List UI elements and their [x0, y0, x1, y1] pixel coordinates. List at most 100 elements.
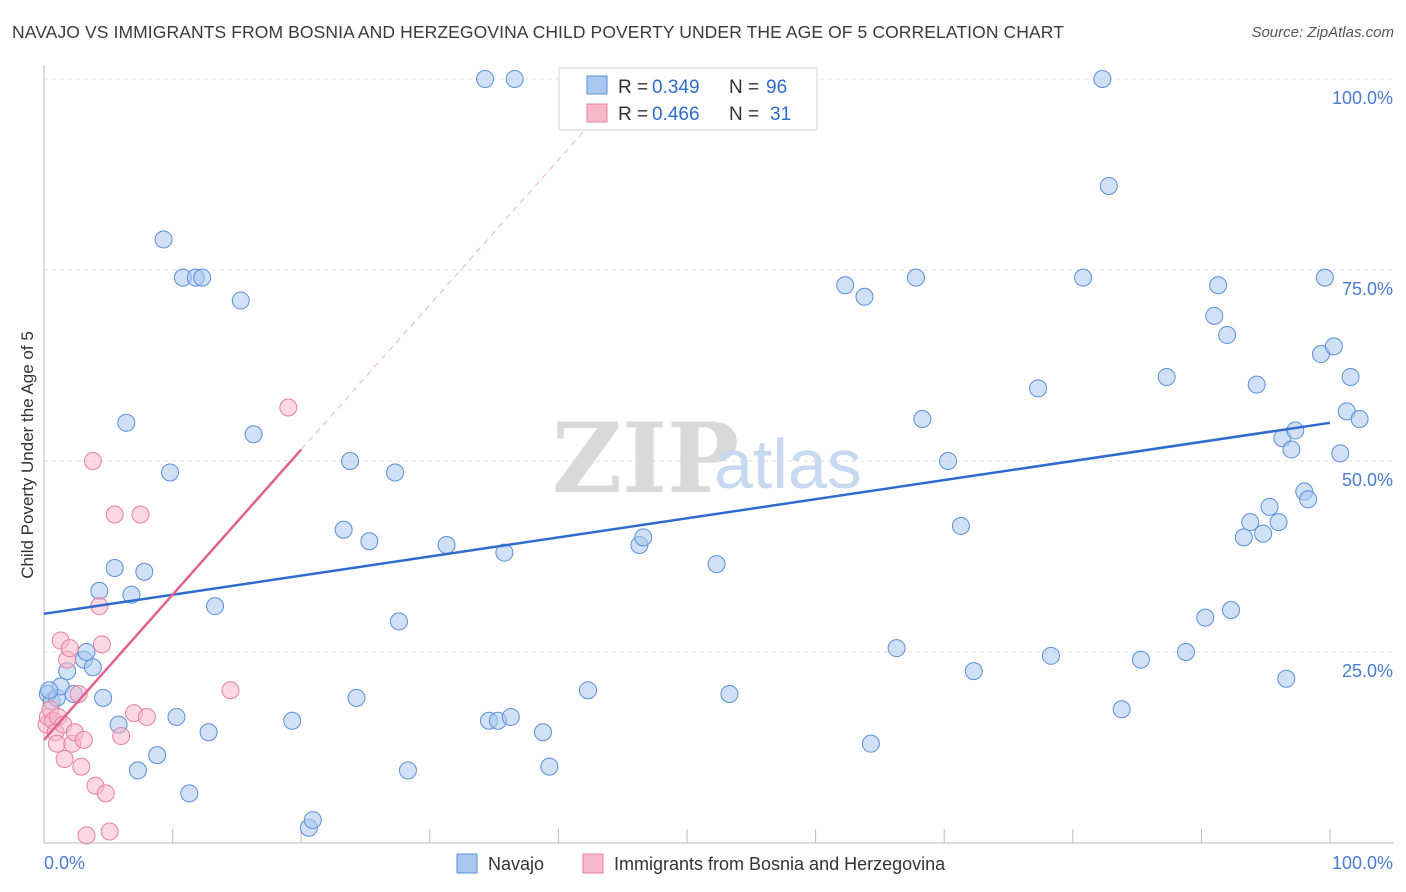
navajo-point: [199, 723, 218, 742]
navajo-point: [964, 662, 983, 681]
legend-r-value-bosnia: 0.466: [652, 104, 700, 125]
navajo-point: [437, 536, 456, 555]
legend-swatch-bosnia: [586, 103, 608, 123]
bosnia-point: [60, 639, 79, 658]
navajo-point: [913, 409, 932, 428]
navajo-point: [40, 681, 59, 700]
legend-swatch-navajo: [586, 75, 608, 95]
navajo-point: [1254, 524, 1273, 543]
navajo-point: [501, 707, 520, 726]
navajo-point: [1157, 367, 1176, 386]
navajo-point: [1093, 70, 1112, 88]
navajo-point: [476, 70, 495, 88]
navajo-point: [1112, 700, 1131, 719]
navajo-point: [533, 723, 552, 742]
legend-r-label-navajo: R =: [618, 77, 648, 98]
navajo-point: [1350, 409, 1369, 428]
navajo-point: [1221, 600, 1240, 619]
y-axis-label: Child Poverty Under the Age of 5: [18, 331, 37, 579]
navajo-trend-line: [43, 421, 1331, 616]
bosnia-point: [55, 749, 74, 768]
navajo-point: [128, 761, 147, 780]
navajo-point: [1218, 325, 1237, 344]
navajo-point: [398, 761, 417, 780]
navajo-point: [303, 811, 322, 830]
navajo-point: [906, 268, 925, 287]
bosnia-trend-line: [43, 448, 303, 741]
navajo-point: [231, 291, 250, 310]
bosnia-point: [72, 757, 91, 776]
navajo-point: [105, 558, 124, 577]
watermark-atlas: atlas: [714, 425, 862, 503]
bosnia-point: [83, 452, 102, 470]
navajo-point: [206, 597, 225, 616]
navajo-point: [347, 688, 366, 707]
navajo-point: [1331, 444, 1350, 463]
y-tick-label-25: 25.0%: [1342, 661, 1393, 681]
navajo-point: [951, 516, 970, 535]
navajo-point: [505, 70, 524, 88]
navajo-point: [90, 581, 109, 600]
bosnia-point: [100, 822, 119, 841]
navajo-point: [855, 287, 874, 306]
navajo-point: [1286, 421, 1305, 440]
navajo-point: [836, 276, 855, 295]
bottom-legend-label-navajo: Navajo: [488, 854, 544, 874]
y-tick-label-50: 50.0%: [1342, 470, 1393, 490]
navajo-point: [1176, 643, 1195, 661]
navajo-point: [887, 639, 906, 658]
bosnia-points: [37, 398, 298, 845]
y-tick-label-75: 75.0%: [1342, 279, 1393, 299]
bosnia-point: [131, 505, 150, 524]
bosnia-point: [92, 635, 111, 654]
x-tick-label-0: 0.0%: [44, 853, 85, 873]
bosnia-trend-extension: [300, 101, 611, 450]
bosnia-point: [279, 398, 298, 417]
navajo-point: [1315, 268, 1334, 287]
navajo-point: [1299, 490, 1318, 509]
navajo-point: [167, 707, 186, 726]
navajo-point: [720, 685, 739, 704]
navajo-point: [1324, 337, 1343, 356]
x-tick-label-100: 100.0%: [1332, 853, 1393, 873]
bosnia-point: [105, 505, 124, 524]
navajo-point: [1041, 646, 1060, 665]
navajo-point: [1341, 367, 1360, 386]
navajo-point: [360, 532, 379, 551]
navajo-point: [861, 734, 880, 753]
navajo-point: [77, 643, 96, 661]
x-ticks: [172, 829, 1331, 843]
bosnia-point: [77, 826, 96, 845]
y-tick-labels: 25.0% 50.0% 75.0% 100.0%: [1332, 88, 1393, 681]
navajo-point: [341, 452, 360, 470]
navajo-point: [1234, 528, 1253, 547]
source-label: Source: ZipAtlas.com: [1251, 24, 1394, 41]
navajo-point: [939, 452, 958, 470]
bosnia-point: [221, 681, 240, 700]
bottom-legend-swatch-bosnia: [582, 853, 604, 874]
navajo-point: [1209, 276, 1228, 295]
legend-r-label-bosnia: R =: [618, 104, 648, 125]
navajo-point: [334, 520, 353, 539]
legend-n-value-bosnia: 31: [770, 104, 791, 125]
bottom-legend-swatch-navajo: [456, 853, 478, 874]
navajo-point: [1205, 306, 1224, 325]
navajo-point: [634, 528, 653, 547]
navajo-point: [148, 746, 167, 765]
legend-n-label-navajo: N =: [729, 77, 759, 98]
bosnia-point: [47, 734, 66, 753]
navajo-point: [283, 711, 302, 730]
navajo-point: [1282, 440, 1301, 459]
trend-lines: [43, 101, 1331, 741]
navajo-point: [386, 463, 405, 482]
navajo-point: [94, 688, 113, 707]
navajo-point: [1260, 497, 1279, 516]
navajo-point: [180, 784, 199, 803]
bottom-legend-label-bosnia: Immigrants from Bosnia and Herzegovina: [614, 854, 946, 874]
chart-title: NAVAJO VS IMMIGRANTS FROM BOSNIA AND HER…: [12, 22, 1064, 42]
navajo-point: [154, 230, 173, 249]
navajo-point: [193, 268, 212, 287]
navajo-point: [1029, 379, 1048, 398]
navajo-point: [389, 612, 408, 631]
